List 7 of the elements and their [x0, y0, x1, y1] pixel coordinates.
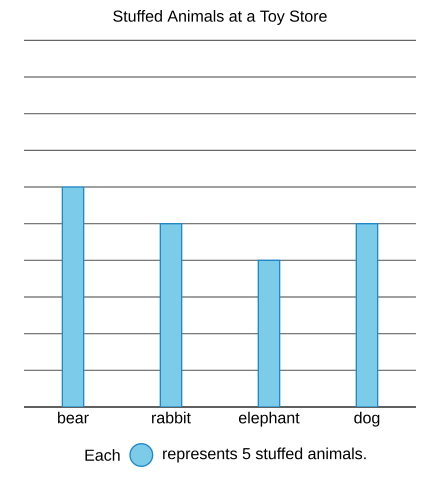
chart-title: Stuffed Animals at a Toy Store [113, 10, 327, 25]
x-tick-label: elephant [238, 412, 300, 427]
text: represents 5 stuffed animals. [163, 448, 366, 462]
x-tick-label: rabbit [152, 412, 191, 424]
x-tick-label: bear [58, 412, 89, 424]
text: Each [85, 449, 120, 461]
x-tick-label: dog [354, 412, 380, 427]
